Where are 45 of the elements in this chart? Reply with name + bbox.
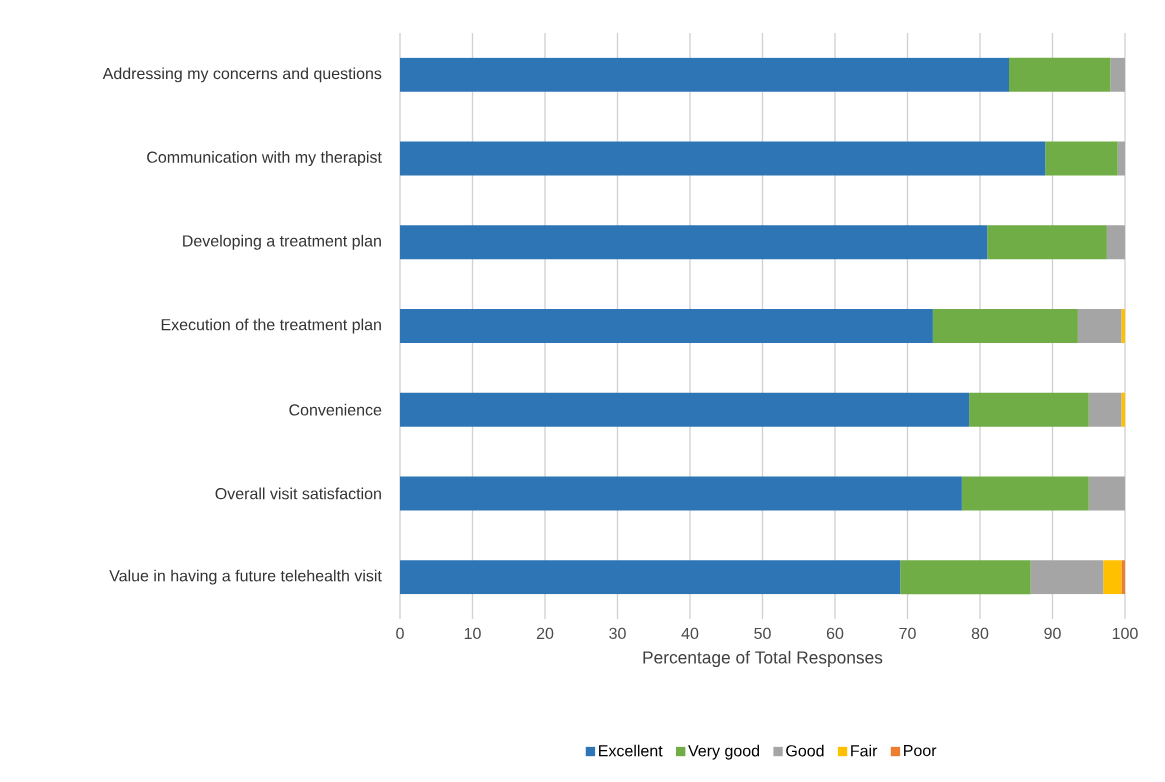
legend-label: Good [786,744,824,757]
legend-label: Fair [851,744,878,757]
bar [900,560,1031,595]
bar [400,225,988,260]
bar [400,57,1009,92]
x-axis-title: Percentage of Total Responses [643,650,883,668]
bar [987,225,1107,260]
bar [1110,57,1125,92]
legend-label: Poor [904,745,937,757]
x-tick-label: 60 [826,627,844,640]
x-tick-label: 10 [464,627,481,640]
bar [400,392,970,427]
bar [1088,476,1125,511]
bar [1103,560,1122,595]
bar [1009,57,1111,92]
bar [400,141,1046,176]
bar [961,476,1089,511]
x-tick-label: 70 [899,627,916,640]
x-tick-label: 40 [681,627,699,640]
bar [400,476,962,511]
bar [932,309,1078,343]
bar [1030,560,1104,595]
y-tick-label: Convenience [289,403,382,416]
bar [1088,392,1122,427]
y-tick-label: Addressing my concerns and questions [102,67,382,83]
y-tick-label: Value in having a future telehealth visit [109,569,382,585]
bar [400,309,933,343]
x-tick-label: 100 [1112,627,1138,640]
x-tick-label: 80 [971,627,989,640]
y-tick-label: Developing a treatment plan [183,234,381,250]
x-tick-label: 0 [396,627,404,640]
legend-label: Excellent [599,744,663,757]
y-tick-label: Communication with my therapist [147,151,382,167]
y-tick-label: Execution of the treatment plan [161,318,381,334]
x-tick-label: 90 [1044,627,1061,640]
x-tick-label: 30 [609,627,626,640]
legend-label: Very good [688,744,760,760]
bar [400,560,901,595]
bar [1077,309,1122,343]
x-tick-label: 20 [536,627,554,640]
bar [1106,225,1125,260]
bar [1045,141,1118,176]
y-tick-label: Overall visit satisfaction [215,487,381,500]
bar [969,392,1089,427]
x-tick-label: 50 [754,627,771,640]
